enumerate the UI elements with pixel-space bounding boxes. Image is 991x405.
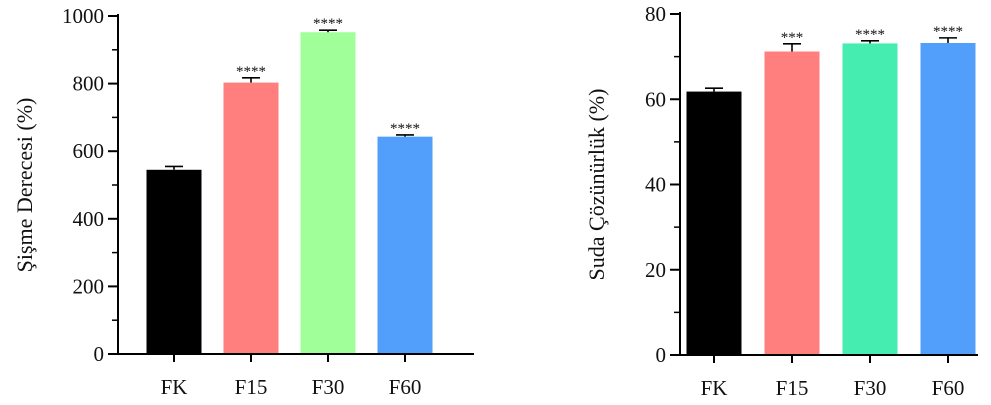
chart1-y-tick-label: 0 xyxy=(94,342,105,366)
chart1-y-tick-label: 1000 xyxy=(62,4,104,28)
chart2-significance-f15: *** xyxy=(781,30,804,46)
chart1-y-tick-label: 200 xyxy=(73,274,105,298)
chart1-significance-f60: **** xyxy=(390,121,420,137)
chart2-y-tick-label: 20 xyxy=(645,258,666,282)
chart1-category-label-f30: F30 xyxy=(312,375,345,399)
chart2-y-tick-label: 0 xyxy=(656,343,667,367)
chart1-significance-f15: **** xyxy=(236,64,266,80)
chart2-category-label-fk: FK xyxy=(701,376,728,400)
chart1-y-axis-title: Şişme Derecesi (%) xyxy=(12,98,37,273)
chart2-bar-f30 xyxy=(842,43,898,355)
chart2-bar-f60 xyxy=(920,42,976,356)
chart2-y-tick-label: 40 xyxy=(645,173,666,197)
chart1-y-tick-label: 400 xyxy=(73,207,105,231)
chart2-significance-f60: **** xyxy=(933,24,963,40)
chart2-category-label-f30: F30 xyxy=(854,376,887,400)
chart1-category-label-f60: F60 xyxy=(389,375,422,399)
chart2-bar-fk xyxy=(686,91,742,355)
chart2-y-tick-label: 60 xyxy=(645,87,666,111)
chart1-significance-f30: **** xyxy=(313,16,343,32)
chart1-bar-f60 xyxy=(377,136,433,354)
chart1-category-label-f15: F15 xyxy=(235,375,268,399)
chart1-bar-f15 xyxy=(223,82,279,354)
chart2-category-label-f60: F60 xyxy=(932,376,965,400)
chart2-significance-f30: **** xyxy=(855,27,885,43)
chart2-bar-f15 xyxy=(764,51,820,355)
chart1-bar-f30 xyxy=(300,32,356,354)
chart1-category-label-fk: FK xyxy=(161,375,188,399)
chart2-y-tick-label: 80 xyxy=(645,2,666,26)
chart1-bar-fk xyxy=(146,169,202,354)
chart2-y-axis-title: Suda Çözünürlük (%) xyxy=(584,89,609,281)
chart2-category-label-f15: F15 xyxy=(776,376,809,400)
chart1-y-tick-label: 600 xyxy=(73,139,105,163)
chart1-y-tick-label: 800 xyxy=(73,72,105,96)
